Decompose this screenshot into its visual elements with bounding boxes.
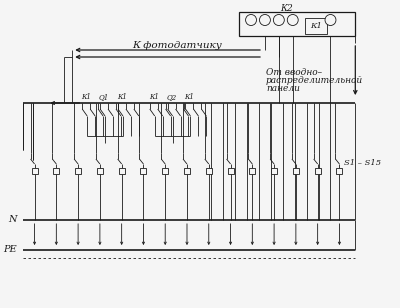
Bar xyxy=(119,168,125,174)
Text: К1: К1 xyxy=(117,93,127,101)
Text: PE: PE xyxy=(3,245,17,254)
Bar xyxy=(162,168,168,174)
Circle shape xyxy=(287,14,298,26)
Text: К1: К1 xyxy=(310,22,322,30)
Text: Q1: Q1 xyxy=(99,93,109,101)
Circle shape xyxy=(246,14,256,26)
Circle shape xyxy=(260,14,270,26)
Bar xyxy=(228,168,234,174)
Circle shape xyxy=(325,14,336,26)
Bar xyxy=(97,168,103,174)
Text: панели: панели xyxy=(266,83,300,92)
Bar xyxy=(315,168,321,174)
Text: К1: К1 xyxy=(81,93,91,101)
Text: Q2: Q2 xyxy=(166,93,177,101)
Bar xyxy=(53,168,59,174)
Bar xyxy=(305,18,326,34)
Text: К2: К2 xyxy=(280,3,293,13)
Bar xyxy=(249,168,255,174)
Bar xyxy=(293,168,299,174)
Bar xyxy=(206,168,212,174)
Bar xyxy=(239,12,355,36)
Bar xyxy=(75,168,81,174)
Text: От вводно–: От вводно– xyxy=(266,67,322,76)
Text: К фотодатчику: К фотодатчику xyxy=(132,40,222,50)
Circle shape xyxy=(273,14,284,26)
Text: распределительной: распределительной xyxy=(266,75,363,84)
Text: S1 – S15: S1 – S15 xyxy=(344,159,382,167)
Bar xyxy=(336,168,342,174)
Text: К1: К1 xyxy=(149,93,159,101)
Text: К1: К1 xyxy=(184,93,194,101)
Bar xyxy=(32,168,38,174)
Bar xyxy=(271,168,277,174)
Bar xyxy=(140,168,146,174)
Text: N: N xyxy=(8,216,17,225)
Bar xyxy=(184,168,190,174)
